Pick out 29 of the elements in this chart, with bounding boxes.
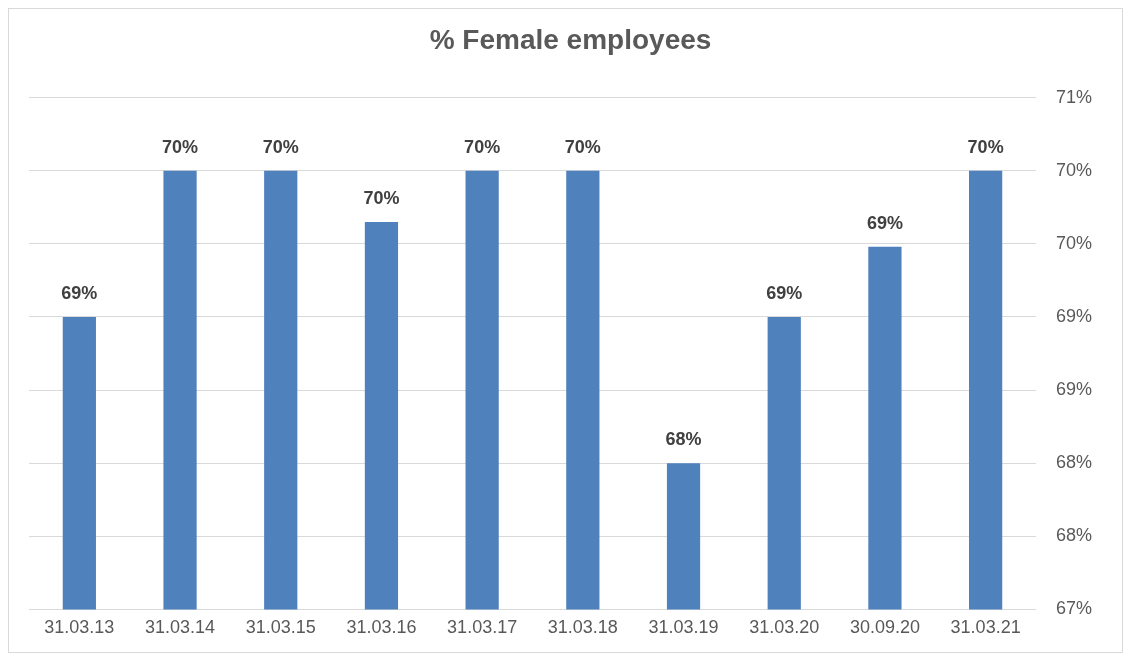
x-tick-label: 31.03.19	[648, 617, 719, 638]
x-tick-label: 31.03.21	[950, 617, 1021, 638]
y-tick-label: 69%	[1055, 305, 1092, 326]
chart-title: % Female employees	[429, 23, 712, 55]
data-label: 69%	[866, 212, 903, 233]
y-tick-label: 68%	[1055, 525, 1092, 546]
y-tick-label: 71%	[1055, 86, 1092, 107]
data-label: 70%	[262, 136, 299, 157]
y-tick-label: 67%	[1055, 598, 1092, 619]
x-tick-label: 31.03.17	[447, 617, 518, 638]
data-label: 68%	[665, 429, 702, 450]
x-tick-label: 31.03.15	[245, 617, 316, 638]
data-label: 69%	[61, 282, 98, 303]
data-label: 70%	[363, 187, 400, 208]
data-label: 70%	[162, 136, 199, 157]
data-label: 69%	[766, 282, 803, 303]
y-tick-label: 70%	[1055, 232, 1092, 253]
x-tick-label: 31.03.16	[346, 617, 417, 638]
x-tick-label: 31.03.14	[145, 617, 216, 638]
x-tick-label: 30.09.20	[849, 617, 920, 638]
x-tick-label: 31.03.13	[44, 617, 115, 638]
data-label: 70%	[464, 136, 501, 157]
data-label: 70%	[967, 136, 1004, 157]
y-tick-label: 68%	[1055, 452, 1092, 473]
y-tick-label: 70%	[1055, 159, 1092, 180]
x-tick-label: 31.03.18	[547, 617, 618, 638]
data-label: 70%	[564, 136, 601, 157]
y-tick-label: 69%	[1055, 379, 1092, 400]
x-tick-label: 31.03.20	[749, 617, 820, 638]
